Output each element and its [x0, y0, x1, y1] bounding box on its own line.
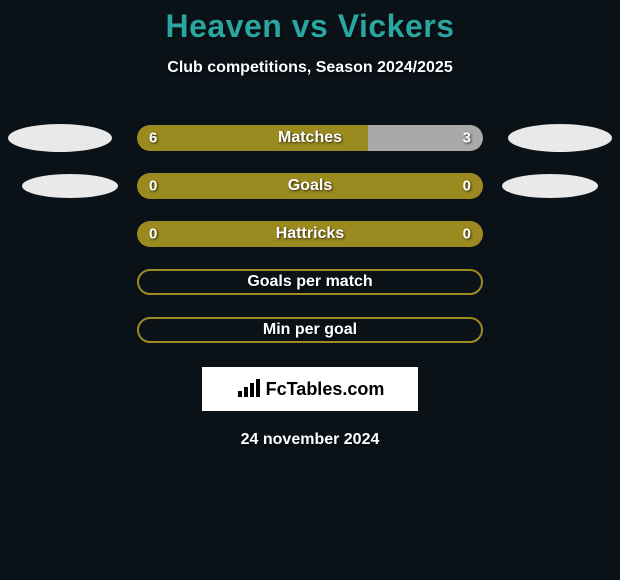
- player-right-oval: [502, 174, 598, 198]
- stat-rows: 6 3 Matches 0 0 Goals 0 0 Hattricks Goals per mat…: [0, 125, 620, 343]
- stat-label: Matches: [278, 129, 342, 147]
- stat-value-right: 3: [463, 130, 471, 147]
- stat-row: 6 3 Matches: [0, 125, 620, 151]
- stat-value-right: 0: [463, 226, 471, 243]
- bars-icon: [236, 379, 262, 399]
- stat-value-left: 0: [149, 226, 157, 243]
- stat-bar: 0 0 Goals: [137, 173, 483, 199]
- logo-text: FcTables.com: [266, 379, 385, 400]
- bar-fill-left: [137, 173, 310, 199]
- logo-box: FcTables.com: [202, 367, 418, 411]
- comparison-card: Heaven vs Vickers Club competitions, Sea…: [0, 0, 620, 449]
- stat-row: Min per goal: [0, 317, 620, 343]
- stat-label: Goals: [288, 177, 332, 195]
- stat-row: 0 0 Goals: [0, 173, 620, 199]
- player-left-oval: [8, 124, 112, 152]
- stat-bar: 6 3 Matches: [137, 125, 483, 151]
- stat-label: Goals per match: [247, 273, 372, 291]
- stat-value-left: 0: [149, 178, 157, 195]
- player-right-oval: [508, 124, 612, 152]
- page-subtitle: Club competitions, Season 2024/2025: [0, 59, 620, 77]
- stat-label: Hattricks: [276, 225, 344, 243]
- page-title: Heaven vs Vickers: [0, 8, 620, 45]
- bar-fill-right: [310, 173, 483, 199]
- stat-value-left: 6: [149, 130, 157, 147]
- stat-bar: Min per goal: [137, 317, 483, 343]
- date-label: 24 november 2024: [0, 431, 620, 449]
- stat-value-right: 0: [463, 178, 471, 195]
- stat-row: Goals per match: [0, 269, 620, 295]
- stat-row: 0 0 Hattricks: [0, 221, 620, 247]
- stat-label: Min per goal: [263, 321, 357, 339]
- stat-bar: 0 0 Hattricks: [137, 221, 483, 247]
- stat-bar: Goals per match: [137, 269, 483, 295]
- player-left-oval: [22, 174, 118, 198]
